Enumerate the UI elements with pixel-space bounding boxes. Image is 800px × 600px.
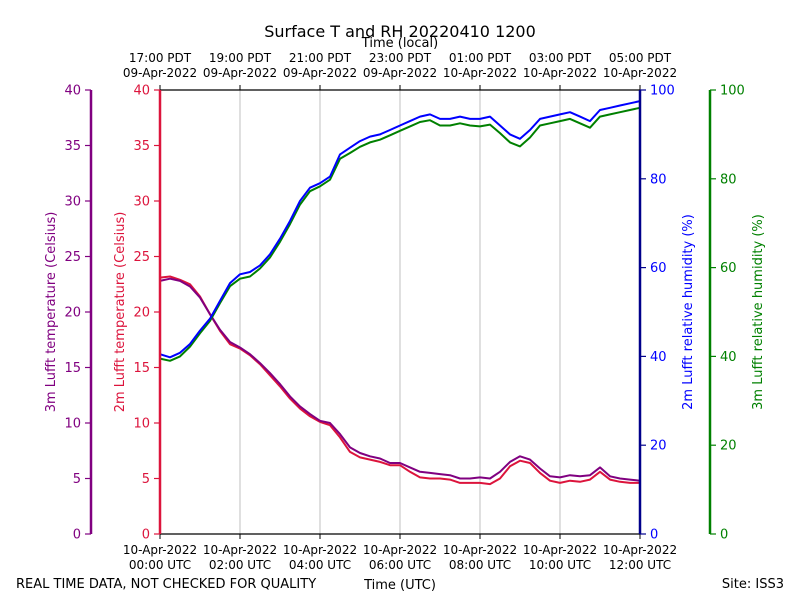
bottom-x-tick-label-date: 10-Apr-2022 [443, 543, 517, 557]
t2m-tick-label: 20 [133, 306, 150, 321]
t2m-tick-label: 30 [133, 195, 150, 210]
bottom-x-tick-label-time: 06:00 UTC [369, 558, 431, 572]
bottom-x-tick-label-date: 10-Apr-2022 [123, 543, 197, 557]
t3m-tick-label: 35 [64, 139, 81, 154]
top-x-tick-label-time: 17:00 PDT [129, 51, 192, 65]
top-x-tick-label-time: 19:00 PDT [209, 51, 272, 65]
top-x-tick-label-date: 10-Apr-2022 [443, 66, 517, 80]
t3m-axis-label: 3m Lufft temperature (Celsius) [44, 212, 59, 413]
t2m-tick-label: 10 [133, 417, 150, 432]
bottom-x-tick-label-time: 10:00 UTC [529, 558, 591, 572]
t3m-tick-label: 20 [64, 306, 81, 321]
rh2m-tick-label: 40 [650, 350, 667, 365]
gridlines [239, 90, 561, 534]
bottom-x-tick-label-date: 10-Apr-2022 [523, 543, 597, 557]
top-x-tick-label-date: 10-Apr-2022 [603, 66, 677, 80]
top-x-tick-label-date: 09-Apr-2022 [123, 66, 197, 80]
top-x-tick-label-time: 23:00 PDT [369, 51, 432, 65]
t3m-tick-label: 15 [64, 361, 81, 376]
t2m-tick-label: 25 [133, 250, 150, 265]
t2m-tick-label: 35 [133, 139, 150, 154]
bottom-x-tick-label-time: 04:00 UTC [289, 558, 351, 572]
bottom-x-tick-label-time: 00:00 UTC [129, 558, 191, 572]
bottom-x-tick-label-date: 10-Apr-2022 [203, 543, 277, 557]
t3m-tick-label: 5 [73, 472, 81, 487]
t2m-tick-label: 5 [142, 472, 150, 487]
t2m-axis-label: 2m Lufft temperature (Celsius) [113, 212, 128, 413]
t3m-tick-label: 25 [64, 250, 81, 265]
series-line-rh3m [159, 106, 641, 362]
bottom-x-tick-label-time: 02:00 UTC [209, 558, 271, 572]
rh3m-tick-label: 80 [720, 172, 737, 187]
bottom-x-tick-label-date: 10-Apr-2022 [283, 543, 357, 557]
bottom-x-tick-label-time: 08:00 UTC [449, 558, 511, 572]
t2m-tick-label: 40 [133, 84, 150, 99]
top-x-tick-label-date: 10-Apr-2022 [523, 66, 597, 80]
series-line-rh2m [159, 100, 641, 359]
bottom-x-tick-label-date: 10-Apr-2022 [363, 543, 437, 557]
rh2m-tick-label: 0 [650, 528, 658, 543]
site-label: Site: ISS3 [722, 577, 784, 592]
top-x-tick-label-date: 09-Apr-2022 [363, 66, 437, 80]
top-x-tick-label-time: 03:00 PDT [529, 51, 592, 65]
rh3m-tick-label: 0 [720, 528, 728, 543]
rh2m-tick-label: 100 [650, 84, 675, 99]
bottom-x-tick-label-time: 12:00 UTC [609, 558, 671, 572]
rh3m-tick-label: 60 [720, 261, 737, 276]
rh2m-tick-label: 80 [650, 172, 667, 187]
series-layer [159, 100, 641, 486]
t3m-tick-label: 10 [64, 417, 81, 432]
top-x-axis-label: Time (local) [361, 36, 438, 51]
rh2m-tick-label: 60 [650, 261, 667, 276]
t2m-tick-label: 15 [133, 361, 150, 376]
top-x-tick-label-date: 09-Apr-2022 [283, 66, 357, 80]
rh2m-axis-label: 2m Lufft relative humidity (%) [681, 214, 696, 410]
bottom-x-axis-label: Time (UTC) [363, 578, 436, 593]
t3m-tick-label: 40 [64, 84, 81, 99]
top-x-tick-label-date: 09-Apr-2022 [203, 66, 277, 80]
t3m-tick-label: 30 [64, 195, 81, 210]
rh3m-axis-label: 3m Lufft relative humidity (%) [751, 214, 766, 410]
bottom-x-tick-label-date: 10-Apr-2022 [603, 543, 677, 557]
top-x-tick-label-time: 01:00 PDT [449, 51, 512, 65]
top-x-tick-label-time: 05:00 PDT [609, 51, 672, 65]
rh3m-tick-label: 20 [720, 439, 737, 454]
chart-title: Surface T and RH 20220410 1200 [264, 22, 536, 41]
top-x-tick-label-time: 21:00 PDT [289, 51, 352, 65]
rh3m-tick-label: 40 [720, 350, 737, 365]
series-line-t3m [159, 277, 641, 482]
rh2m-tick-label: 20 [650, 439, 667, 454]
rh3m-tick-label: 100 [720, 84, 745, 99]
t3m-tick-label: 0 [73, 528, 81, 543]
quality-disclaimer: REAL TIME DATA, NOT CHECKED FOR QUALITY [16, 577, 316, 592]
t2m-tick-label: 0 [142, 528, 150, 543]
